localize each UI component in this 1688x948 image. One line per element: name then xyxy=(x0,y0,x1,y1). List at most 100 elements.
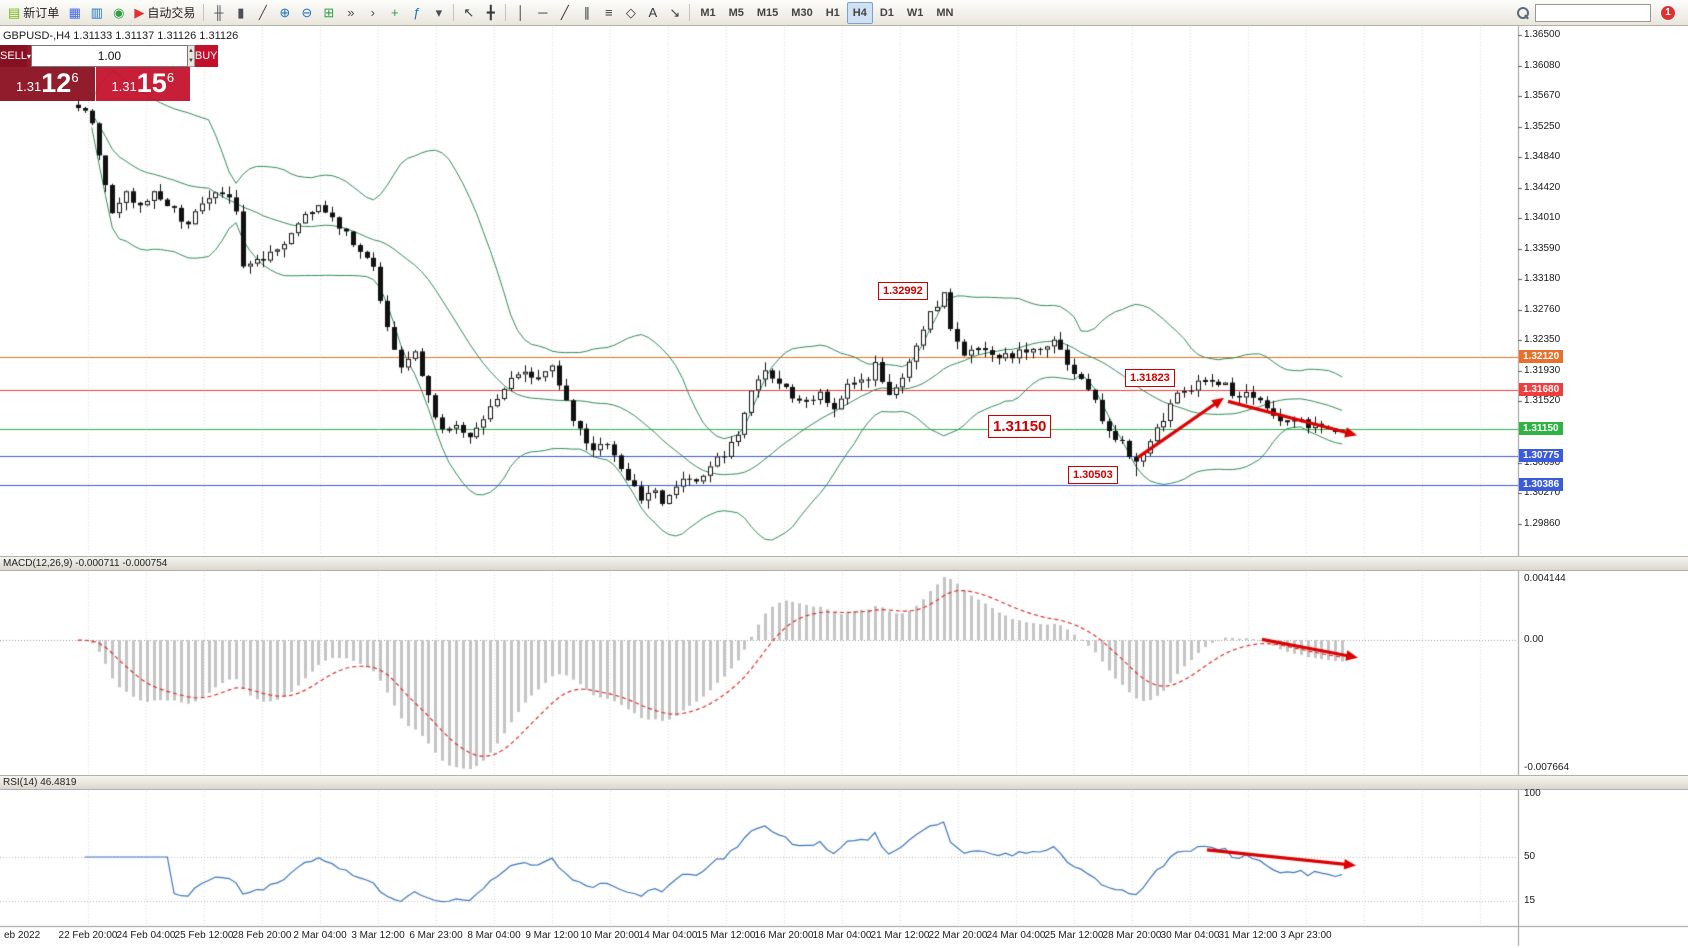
autotrading-icon: ▶ xyxy=(134,5,145,20)
price-axis-tick: 1.34010 xyxy=(1524,212,1561,223)
date-axis-label: 10 Mar 20:00 xyxy=(580,930,640,941)
ohlc-bars-icon: ╫ xyxy=(214,5,224,20)
search-input[interactable] xyxy=(1535,3,1651,22)
date-axis-label: 24 Feb 04:00 xyxy=(116,930,176,941)
volume-input[interactable] xyxy=(30,45,188,67)
hline-price-tag: 1.30775 xyxy=(1519,449,1564,462)
timeframe-h4[interactable]: H4 xyxy=(846,1,873,24)
date-axis-label: 28 Feb 20:00 xyxy=(232,930,292,941)
timeframe-m5[interactable]: M5 xyxy=(728,6,744,19)
trendline-button[interactable]: ╱ xyxy=(554,2,575,24)
price-callout[interactable]: 1.31150 xyxy=(988,415,1052,438)
timeframe-m30[interactable]: M30 xyxy=(791,6,813,19)
hline-price-tag: 1.31680 xyxy=(1519,383,1564,396)
date-axis-label: 30 Mar 04:00 xyxy=(1160,930,1220,941)
one-click-trade-panel: SELL ▾ ▲ ▼ BUY 1.31 12 6 1.31 15 6 xyxy=(0,45,218,101)
buy-price-sup: 6 xyxy=(166,70,175,85)
vertical-line-icon: │ xyxy=(516,5,525,20)
hline-price-tag: 1.31150 xyxy=(1519,422,1563,435)
market-watch-button[interactable]: ▥ xyxy=(86,2,107,24)
price-axis-tick: 1.34420 xyxy=(1524,182,1561,193)
new-order-button[interactable]: ▤ 新订单 xyxy=(4,2,63,24)
new-chart-button[interactable]: + xyxy=(384,2,405,24)
tile-windows-button[interactable]: ⊞ xyxy=(318,2,339,24)
timeframe-d1[interactable]: D1 xyxy=(879,6,894,19)
timeframe-m1[interactable]: M1 xyxy=(700,6,716,19)
sell-price-display[interactable]: 1.31 12 6 xyxy=(0,67,95,101)
price-callout[interactable]: 1.32992 xyxy=(878,282,928,300)
templates-button[interactable]: ▾ xyxy=(428,2,449,24)
zoom-in-button[interactable]: ⊕ xyxy=(274,2,295,24)
channel-button[interactable]: ∥ xyxy=(576,2,597,24)
line-chart-button[interactable]: ╱ xyxy=(252,2,273,24)
new-order-button-label: 新订单 xyxy=(23,6,60,20)
macd-panel-separator[interactable]: MACD(12,26,9) -0.000711 -0.000754 xyxy=(0,556,1688,571)
horizontal-line-button[interactable]: ─ xyxy=(532,2,553,24)
fibonacci-icon: ≡ xyxy=(605,5,613,20)
chart-shift-button[interactable]: › xyxy=(362,2,383,24)
sell-price-prefix: 1.31 xyxy=(15,79,42,94)
toolbar: ▤ 新订单 ▦ ▥ ◉ ▶ 自动交易 ╫ ▮ ╱ ⊕ ⊖ ⊞ » › + ƒ ▾ ↖ ╋ │ ─ ╱ ∥ ≡ ◇ A ↘ M1 M5 M15… xyxy=(0,0,1688,26)
macd-panel-label: MACD(12,26,9) -0.000711 -0.000754 xyxy=(3,558,168,569)
timeframe-m15[interactable]: M15 xyxy=(756,6,779,19)
volume-down-icon[interactable]: ▼ xyxy=(187,58,194,64)
candlestick-button[interactable]: ▮ xyxy=(230,2,251,24)
price-callout[interactable]: 1.30503 xyxy=(1068,466,1118,484)
price-axis-tick: 1.36080 xyxy=(1524,60,1561,71)
shapes-button[interactable]: ◇ xyxy=(620,2,641,24)
volume-stepper[interactable]: ▲ ▼ xyxy=(187,45,195,67)
auto-scroll-button[interactable]: » xyxy=(340,2,361,24)
search-box xyxy=(1516,3,1651,22)
sell-price-main: 12 xyxy=(41,68,72,98)
vertical-line-button[interactable]: │ xyxy=(510,2,531,24)
chart-symbol-info: GBPUSD-,H4 1.31133 1.31137 1.31126 1.311… xyxy=(3,30,239,42)
arrows-button[interactable]: ↘ xyxy=(664,2,685,24)
buy-button[interactable]: BUY xyxy=(194,45,218,67)
volume-dropdown-icon[interactable]: ▾ xyxy=(26,45,31,67)
buy-price-display[interactable]: 1.31 15 6 xyxy=(95,67,190,101)
text-icon: A xyxy=(648,5,658,20)
indicators-button[interactable]: ƒ xyxy=(406,2,427,24)
autotrading-button[interactable]: ▶ 自动交易 xyxy=(130,2,199,24)
fibonacci-button[interactable]: ≡ xyxy=(598,2,619,24)
rsi-panel-separator[interactable]: RSI(14) 46.4819 xyxy=(0,775,1688,790)
date-axis-label: 22 Mar 20:00 xyxy=(928,930,988,941)
timeframe-mn[interactable]: MN xyxy=(936,6,954,19)
price-axis-tick: 1.34840 xyxy=(1524,151,1561,162)
sell-button[interactable]: SELL xyxy=(0,45,27,67)
toolbar-separator xyxy=(505,4,507,21)
timeframe-w1[interactable]: W1 xyxy=(906,6,924,19)
new-chart-icon: + xyxy=(391,5,399,20)
crosshair-button[interactable]: ╋ xyxy=(480,2,501,24)
templates-dropdown-icon: ▾ xyxy=(435,5,443,20)
timeframe-h1[interactable]: H1 xyxy=(825,6,840,19)
volume-up-icon[interactable]: ▲ xyxy=(187,48,194,54)
rsi-axis-label: 100 xyxy=(1524,788,1541,799)
date-axis-label: 8 Mar 04:00 xyxy=(467,930,521,941)
price-axis-tick: 1.29860 xyxy=(1524,518,1561,529)
date-axis-label: 22 Feb 20:00 xyxy=(58,930,118,941)
data-window-button[interactable]: ◉ xyxy=(108,2,129,24)
hline-price-tag: 1.32120 xyxy=(1519,350,1564,363)
date-axis-label: 25 Feb 12:00 xyxy=(174,930,234,941)
cursor-button[interactable]: ↖ xyxy=(458,2,479,24)
zoom-in-icon: ⊕ xyxy=(279,5,291,20)
text-button[interactable]: A xyxy=(642,2,663,24)
zoom-out-button[interactable]: ⊖ xyxy=(296,2,317,24)
chart-windows-button[interactable]: ▦ xyxy=(64,2,85,24)
date-axis-label: 9 Mar 12:00 xyxy=(525,930,579,941)
date-axis-label: 25 Mar 12:00 xyxy=(1044,930,1104,941)
sell-price-sup: 6 xyxy=(71,70,79,85)
bar-chart-button[interactable]: ╫ xyxy=(208,2,229,24)
price-axis-tick: 1.30270 xyxy=(1524,487,1561,498)
search-icon[interactable] xyxy=(1516,6,1530,20)
price-callout[interactable]: 1.31823 xyxy=(1125,369,1175,387)
horizontal-line-icon: ─ xyxy=(538,5,548,20)
shapes-icon: ◇ xyxy=(625,5,636,20)
macd-axis-label: 0.004144 xyxy=(1524,573,1566,584)
notification-badge[interactable]: 1 xyxy=(1660,4,1676,21)
date-axis-label: 14 Mar 04:00 xyxy=(638,930,698,941)
price-axis-tick: 1.33590 xyxy=(1524,243,1561,254)
indicators-icon: ƒ xyxy=(413,5,421,20)
